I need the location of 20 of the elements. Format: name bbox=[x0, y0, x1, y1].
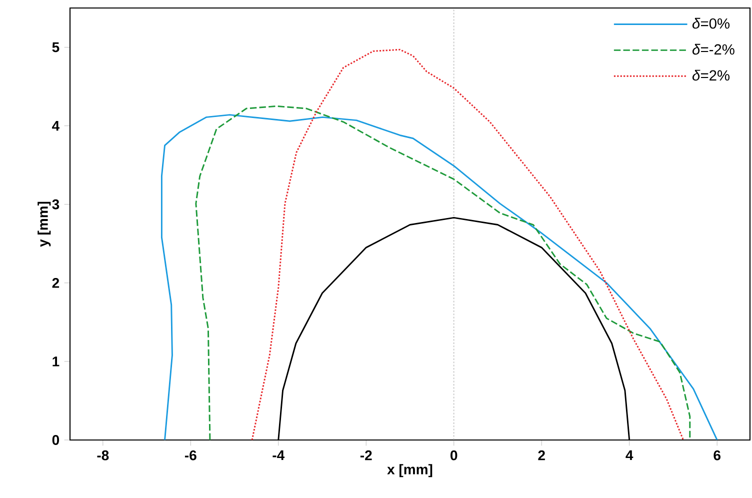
legend-label: δ=-2% bbox=[692, 44, 734, 55]
x-tick-label: 6 bbox=[714, 450, 720, 460]
x-tick-label: 4 bbox=[626, 450, 634, 460]
x-tick-label: -8 bbox=[97, 450, 109, 460]
y-tick-label: 3 bbox=[52, 199, 60, 210]
y-tick-label: 2 bbox=[52, 278, 60, 288]
legend-label: δ=0% bbox=[692, 18, 730, 29]
legend-label: δ=2% bbox=[692, 70, 730, 81]
x-tick-label: 2 bbox=[538, 450, 545, 460]
y-tick-label: 1 bbox=[52, 356, 60, 366]
x-tick-label: 0 bbox=[450, 450, 458, 460]
y-tick-label: 5 bbox=[52, 42, 60, 52]
x-tick-label: -2 bbox=[360, 450, 372, 460]
x-axis-title: x [mm] bbox=[387, 464, 432, 478]
x-tick-label: -4 bbox=[272, 450, 285, 460]
y-axis-title: y [mm] bbox=[38, 202, 51, 247]
y-tick-label: 4 bbox=[52, 121, 60, 131]
y-tick-label: 0 bbox=[52, 435, 60, 445]
x-tick-label: -6 bbox=[184, 450, 196, 460]
line-series bbox=[251, 48, 684, 440]
